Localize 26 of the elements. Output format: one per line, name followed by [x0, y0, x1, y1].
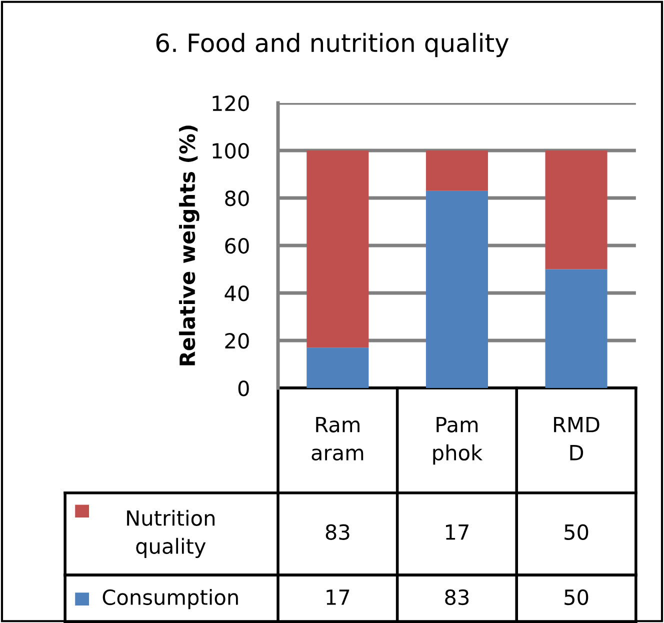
bar	[426, 150, 488, 191]
data-label: 83	[326, 524, 350, 540]
bar	[306, 150, 369, 348]
y-tick-label: 80	[225, 190, 249, 206]
bar	[306, 348, 369, 388]
y-tick-label: 0	[238, 380, 249, 396]
x-tick-label: RMD D	[554, 416, 600, 460]
bar	[545, 150, 608, 270]
y-tick-label: 100	[212, 142, 249, 159]
y-axis-title: Relative weights (%)	[179, 126, 200, 366]
y-tick-label: 120	[212, 95, 249, 112]
data-label: 17	[446, 524, 468, 540]
y-tick-label: 20	[225, 332, 249, 349]
bar	[426, 190, 488, 388]
y-tick-label: 40	[224, 285, 249, 302]
legend-label: Nutrition quality	[127, 510, 214, 558]
x-tick-label: Ram aram	[312, 416, 364, 461]
chart-title: 6. Food and nutrition quality	[156, 32, 509, 58]
data-label: 50	[564, 589, 588, 606]
bar	[545, 269, 608, 388]
data-label: 17	[326, 590, 350, 605]
x-tick-label: Pam phok	[433, 416, 483, 465]
legend-label: Consumption	[102, 588, 238, 610]
data-label: 50	[564, 524, 588, 540]
data-label: 83	[445, 589, 469, 606]
y-tick-label: 60	[225, 238, 249, 254]
